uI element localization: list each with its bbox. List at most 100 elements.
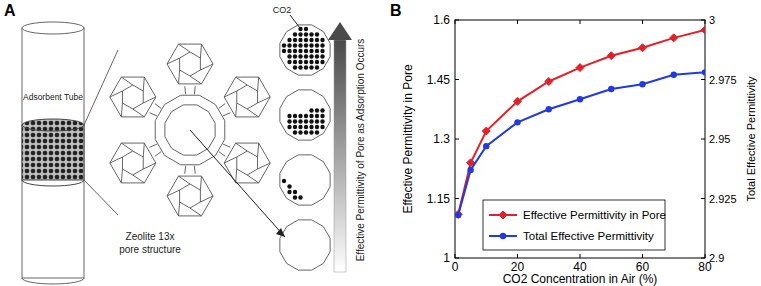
co2-molecule bbox=[282, 179, 286, 183]
co2-molecule bbox=[304, 130, 308, 134]
sodalite-cage-inner bbox=[237, 151, 258, 175]
panel-label: B bbox=[390, 2, 402, 19]
co2-molecule bbox=[309, 43, 313, 47]
prism-edge bbox=[194, 166, 196, 174]
x-tick bbox=[580, 20, 581, 24]
co2-molecule bbox=[282, 43, 286, 47]
y2-tick-label: 2.9 bbox=[709, 252, 724, 264]
structure-label: Zeolite 13x bbox=[126, 231, 175, 242]
co2-molecule bbox=[293, 60, 297, 64]
co2-molecule bbox=[309, 49, 313, 53]
y2-tick-label: 2.95 bbox=[709, 133, 730, 145]
cage-edge bbox=[258, 97, 271, 103]
pore-outline bbox=[280, 155, 330, 205]
co2-molecule bbox=[315, 54, 319, 58]
co2-molecule bbox=[293, 114, 297, 118]
co2-molecule bbox=[309, 119, 313, 123]
legend-label: Effective Permittivity in Pore bbox=[523, 209, 666, 221]
cage-edge bbox=[247, 175, 259, 183]
x-tick bbox=[642, 20, 643, 24]
y-tick bbox=[455, 139, 459, 140]
series-marker bbox=[576, 64, 584, 72]
pore-state bbox=[280, 220, 330, 270]
prism-edge bbox=[194, 86, 196, 94]
bed-top bbox=[22, 119, 84, 131]
cage-edge bbox=[190, 208, 202, 216]
co2-molecule bbox=[298, 49, 302, 53]
co2-molecule bbox=[293, 119, 297, 123]
co2-molecule bbox=[293, 130, 297, 134]
x-tick-label: 0 bbox=[452, 260, 459, 274]
sodalite-cage bbox=[167, 176, 213, 216]
co2-molecule bbox=[282, 49, 286, 53]
y-tick-label: 1.15 bbox=[427, 192, 451, 206]
arrow-label: Effective Permittivity of Pore as Adsorp… bbox=[355, 39, 366, 262]
series-marker bbox=[514, 97, 522, 105]
pore-state bbox=[280, 90, 330, 140]
series-marker bbox=[455, 212, 461, 218]
co2-molecule bbox=[315, 49, 319, 53]
y-tick-label: 1.6 bbox=[433, 13, 450, 27]
co2-molecule bbox=[293, 54, 297, 58]
zoom-line bbox=[84, 180, 118, 215]
molecule-label: CO2 bbox=[273, 5, 292, 15]
figure: AAdsorbent TubeZeolite 13xpore structure… bbox=[0, 0, 761, 286]
series-line bbox=[458, 72, 705, 215]
cage-edge bbox=[121, 103, 122, 117]
prism-edge bbox=[219, 152, 225, 157]
sodalite-cage-inner bbox=[122, 85, 143, 109]
cage-edge bbox=[121, 143, 132, 151]
co2-molecule bbox=[293, 190, 297, 194]
co2-molecule bbox=[304, 54, 308, 58]
x-tick bbox=[705, 20, 706, 24]
co2-molecule bbox=[320, 108, 324, 112]
y-tick-label: 1.45 bbox=[427, 73, 451, 87]
y-tick-label: 1 bbox=[443, 251, 450, 265]
x-tick bbox=[455, 20, 456, 24]
cage-edge bbox=[200, 44, 201, 58]
series-marker bbox=[639, 44, 647, 52]
permittivity-arrow-head bbox=[328, 22, 352, 40]
series-marker bbox=[702, 69, 705, 75]
cage-edge bbox=[236, 143, 248, 151]
co2-molecule bbox=[320, 114, 324, 118]
co2-molecule bbox=[320, 54, 324, 58]
co2-molecule bbox=[298, 195, 302, 199]
co2-molecule bbox=[287, 190, 291, 194]
x-tick bbox=[455, 254, 456, 258]
co2-molecule bbox=[320, 125, 324, 129]
co2-molecule bbox=[309, 125, 313, 129]
legend-marker bbox=[499, 211, 507, 219]
x-tick bbox=[705, 254, 706, 258]
co2-molecule bbox=[315, 65, 319, 69]
co2-molecule bbox=[298, 119, 302, 123]
co2-molecule bbox=[315, 60, 319, 64]
sodalite-cage-inner bbox=[122, 151, 143, 175]
cage-edge bbox=[247, 109, 259, 117]
co2-molecule bbox=[315, 119, 319, 123]
legend: Effective Permittivity in PoreTotal Effe… bbox=[483, 200, 666, 250]
panel-label: A bbox=[4, 2, 16, 19]
co2-molecule bbox=[298, 114, 302, 118]
cage-edge bbox=[236, 103, 237, 117]
co2-molecule bbox=[293, 43, 297, 47]
co2-molecule bbox=[320, 43, 324, 47]
cage-edge bbox=[200, 176, 201, 190]
y2-tick bbox=[701, 258, 705, 259]
y2-tick-label: 2.975 bbox=[709, 74, 737, 86]
pore-outline bbox=[280, 25, 330, 75]
legend-marker bbox=[500, 233, 506, 239]
co2-molecule bbox=[293, 65, 297, 69]
molecule-pointer bbox=[290, 15, 300, 28]
series-marker bbox=[639, 81, 645, 87]
y-tick-label: 1.3 bbox=[433, 132, 450, 146]
x-tick bbox=[642, 254, 643, 258]
co2-molecule bbox=[309, 65, 313, 69]
tube-top bbox=[22, 22, 84, 34]
co2-molecule bbox=[309, 54, 313, 58]
co2-molecule bbox=[298, 32, 302, 36]
co2-molecule bbox=[315, 38, 319, 42]
co2-molecule bbox=[287, 49, 291, 53]
cage-edge bbox=[258, 77, 259, 91]
co2-molecule bbox=[287, 184, 291, 188]
